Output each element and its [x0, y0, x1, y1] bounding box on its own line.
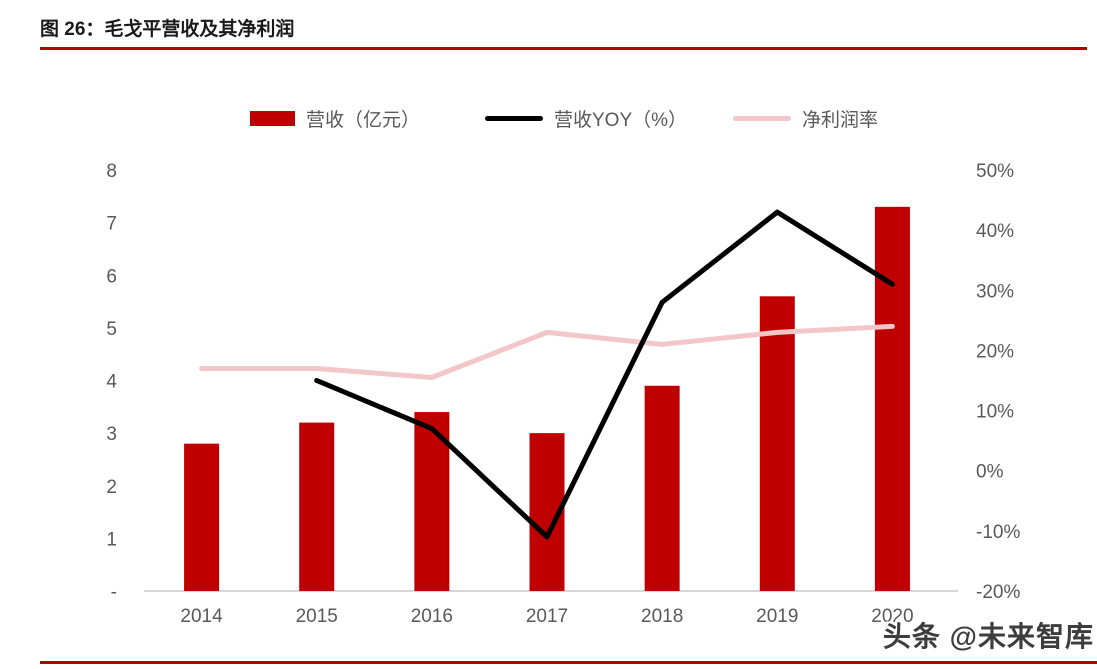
right-axis-tick: -20% — [976, 582, 1020, 603]
net-margin-line — [199, 323, 895, 380]
revenue-bar-2018 — [644, 385, 680, 591]
x-label-2020: 2020 — [871, 606, 913, 627]
net-margin-line-swatch-icon — [733, 115, 791, 121]
yoy-line-swatch-icon — [485, 115, 543, 121]
right-axis-tick: -10% — [976, 522, 1020, 543]
left-axis-tick: 7 — [106, 214, 117, 235]
right-axis-tick: 0% — [976, 462, 1004, 483]
x-label-2015: 2015 — [296, 606, 338, 627]
x-label-2017: 2017 — [526, 606, 568, 627]
legend-item-net-margin: 净利润率 — [733, 105, 878, 131]
revenue-yoy-line — [314, 209, 895, 540]
left-axis-tick: - — [111, 582, 117, 603]
watermark: 头条 @未来智库 — [882, 621, 1094, 652]
x-label-2016: 2016 — [411, 606, 453, 627]
left-axis-tick: 8 — [106, 161, 117, 182]
revenue-bar-2020 — [874, 206, 910, 591]
revenue-bar-2019 — [759, 296, 795, 591]
left-axis-tick: 3 — [106, 424, 117, 445]
bottom-rule — [40, 661, 1097, 664]
left-axis-tick: 2 — [106, 477, 117, 498]
legend-label-revenue: 营收（亿元） — [306, 109, 421, 131]
legend-label-net-margin: 净利润率 — [802, 109, 879, 131]
revenue-bar-swatch-icon — [250, 110, 295, 126]
left-axis-tick: 4 — [106, 372, 117, 393]
right-axis-tick: 50% — [976, 161, 1014, 182]
left-axis-tick: 5 — [106, 319, 117, 340]
legend-item-revenue-yoy: 营收YOY（%） — [485, 105, 687, 131]
right-axis-tick: 20% — [976, 341, 1014, 362]
revenue-bar-2015 — [299, 422, 335, 591]
left-axis-tick: 1 — [106, 529, 117, 550]
x-label-2014: 2014 — [180, 606, 223, 627]
right-axis-tick: 30% — [976, 281, 1014, 302]
legend-label-revenue-yoy: 营收YOY（%） — [554, 109, 688, 131]
title-underline-rule — [40, 47, 1087, 50]
right-axis-tick: 10% — [976, 402, 1014, 423]
figure-title: 图 26：毛戈平营收及其净利润 — [40, 19, 295, 40]
x-label-2018: 2018 — [641, 606, 683, 627]
right-axis-tick: 40% — [976, 221, 1014, 242]
left-axis-tick: 6 — [106, 266, 117, 287]
revenue-bar-2014 — [184, 443, 220, 591]
legend-item-revenue: 营收（亿元） — [250, 105, 420, 131]
x-label-2019: 2019 — [756, 606, 798, 627]
